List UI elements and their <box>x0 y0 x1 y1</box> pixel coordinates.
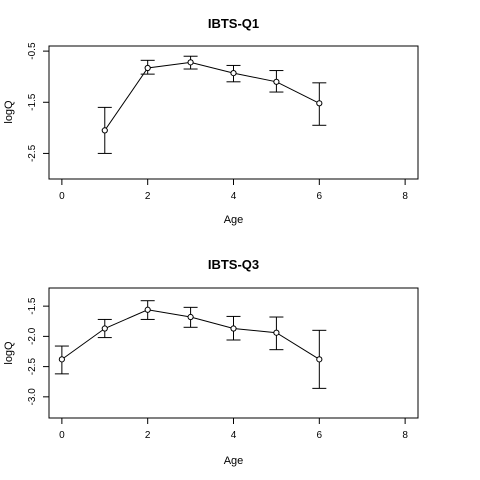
x-tick-label: 6 <box>317 430 323 441</box>
plot-frame <box>48 287 419 419</box>
y-tick-label: -2.5 <box>27 144 38 162</box>
x-tick-label: 8 <box>402 191 408 202</box>
data-point <box>187 313 194 321</box>
data-series <box>54 300 327 389</box>
chart-title: IBTS-Q1 <box>208 16 259 31</box>
data-point <box>187 59 194 66</box>
data-point <box>230 70 237 77</box>
y-axis-label: logQ <box>3 341 15 365</box>
x-tick-label: 2 <box>145 430 151 441</box>
x-tick-label: 0 <box>59 430 65 441</box>
y-axis: -1.5 -2.0 -2.5 -3.0 <box>27 297 50 406</box>
x-tick-label: 0 <box>59 191 65 202</box>
x-tick-label: 4 <box>231 191 237 202</box>
data-point <box>273 329 280 336</box>
data-series <box>97 55 327 154</box>
x-axis: 0 2 4 6 8 <box>59 178 408 202</box>
data-point <box>230 325 237 332</box>
x-tick-label: 8 <box>402 430 408 441</box>
data-point <box>273 78 280 85</box>
x-axis-label: Age <box>224 214 244 226</box>
x-axis: 0 2 4 6 8 <box>59 417 408 441</box>
y-tick-label: -2.5 <box>27 358 38 376</box>
x-axis-label: Age <box>224 455 244 467</box>
data-point <box>316 356 323 363</box>
chart-title: IBTS-Q3 <box>208 257 259 272</box>
y-tick-label: -3.0 <box>27 388 38 406</box>
y-tick-label: -1.5 <box>27 93 38 111</box>
data-point <box>101 325 108 332</box>
data-point <box>101 127 108 134</box>
y-axis-label: logQ <box>3 100 15 124</box>
y-tick-label: -2.0 <box>27 327 38 345</box>
panel-ibts-q1: IBTS-Q1 Age logQ 0 2 4 6 8 -0.5 -1.5 -2.5 <box>3 16 419 226</box>
series-line <box>104 61 320 131</box>
x-tick-label: 4 <box>231 430 237 441</box>
data-point <box>58 356 65 363</box>
y-tick-label: -0.5 <box>27 42 38 60</box>
x-tick-label: 2 <box>145 191 151 202</box>
panel-ibts-q3: IBTS-Q3 Age logQ 0 2 4 6 8 -1.5 -2.0 -2.5 -3.0 <box>3 257 419 467</box>
y-tick-label: -1.5 <box>27 297 38 315</box>
data-point <box>316 100 323 107</box>
data-point <box>144 64 151 72</box>
data-point <box>144 306 151 313</box>
y-axis: -0.5 -1.5 -2.5 <box>27 42 50 162</box>
x-tick-label: 6 <box>317 191 323 202</box>
